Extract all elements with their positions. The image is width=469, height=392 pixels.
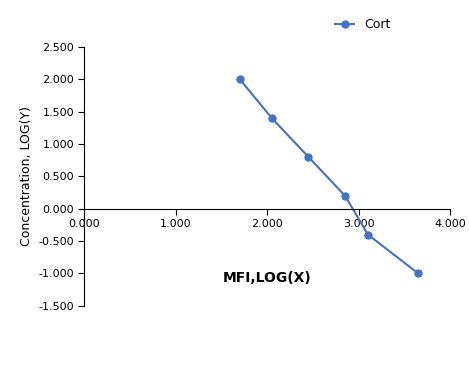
- Cort: [342, 194, 348, 198]
- Y-axis label: Concentration, LOG(Y): Concentration, LOG(Y): [20, 106, 33, 247]
- Cort: [416, 271, 421, 276]
- Cort: [269, 116, 275, 121]
- Cort: [237, 77, 243, 82]
- Legend: Cort: Cort: [330, 13, 395, 36]
- X-axis label: MFI,LOG(X): MFI,LOG(X): [223, 271, 312, 285]
- Line: Cort: Cort: [236, 76, 422, 277]
- Cort: [306, 155, 311, 160]
- Cort: [365, 232, 371, 237]
